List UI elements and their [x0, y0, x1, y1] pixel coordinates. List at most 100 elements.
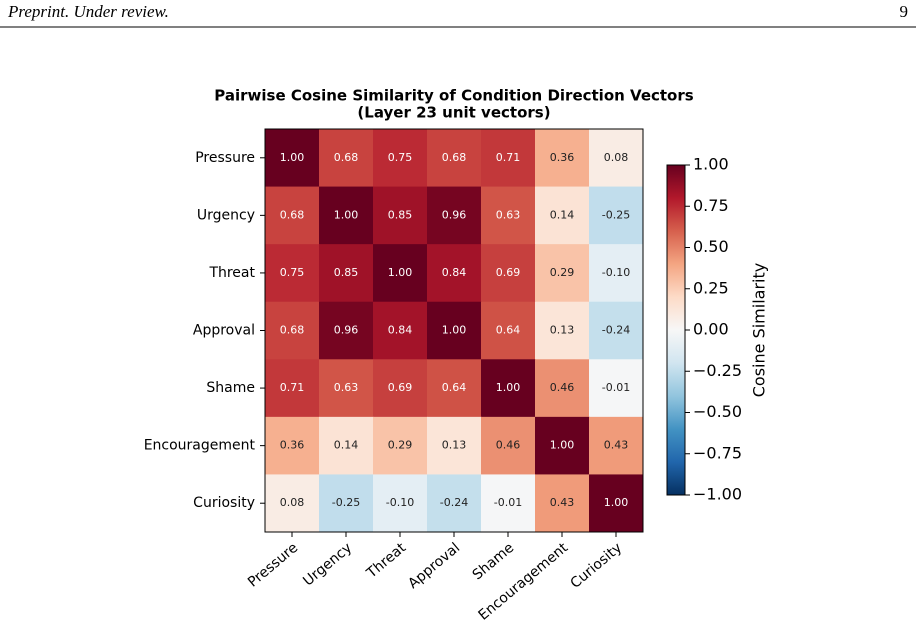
y-tick-label: Pressure [195, 150, 255, 166]
heatmap-cell [319, 186, 374, 245]
x-tick-label: Shame [470, 540, 518, 583]
heatmap-cell [481, 416, 536, 475]
cell-label: 0.36 [550, 151, 575, 164]
colorbar-tick-label: 0.25 [693, 278, 729, 297]
colorbar-tick-label: −1.00 [693, 485, 742, 504]
heatmap-cell [589, 129, 644, 188]
cell-label: 0.64 [442, 381, 467, 394]
cell-label: -0.01 [602, 381, 630, 394]
heatmap-cell [319, 244, 374, 303]
cell-label: 0.71 [280, 381, 305, 394]
heatmap-cell [589, 474, 644, 533]
heatmap-cell [535, 359, 590, 418]
heatmap-cell [265, 359, 320, 418]
cell-label: 0.13 [442, 439, 467, 452]
y-tick-label: Approval [193, 323, 255, 339]
cell-label: 0.08 [604, 151, 629, 164]
plot-frame [264, 128, 644, 533]
heatmap-cell [319, 359, 374, 418]
heatmap-cell [427, 244, 482, 303]
heatmap-cell [589, 301, 644, 360]
heatmap-cell [373, 244, 428, 303]
y-tick-label: Urgency [197, 207, 255, 223]
heatmap-cell [265, 186, 320, 245]
heatmap-cell [481, 359, 536, 418]
cell-label: 0.75 [280, 266, 305, 279]
heatmap-cell [373, 301, 428, 360]
cell-label: 1.00 [388, 266, 413, 279]
cell-label: 1.00 [442, 324, 467, 337]
heatmap-cell [373, 416, 428, 475]
heatmap-cell [535, 186, 590, 245]
heatmap-cell [589, 186, 644, 245]
cell-label: 0.46 [550, 381, 575, 394]
heatmap-cell [427, 301, 482, 360]
x-tick-label: Pressure [245, 540, 301, 591]
y-tick-label: Threat [208, 265, 255, 281]
cell-label: 0.96 [442, 208, 467, 221]
cell-label: 1.00 [334, 208, 359, 221]
x-tick-label: Urgency [300, 540, 355, 590]
heatmap-cell [481, 244, 536, 303]
cell-label: 0.36 [280, 439, 305, 452]
cell-label: 0.08 [280, 496, 305, 509]
heatmap-cell [535, 301, 590, 360]
cell-label: 0.69 [388, 381, 413, 394]
heatmap-cell [589, 244, 644, 303]
cell-label: 0.85 [388, 208, 413, 221]
cell-label: 1.00 [280, 151, 305, 164]
heatmap-cell [481, 301, 536, 360]
cell-label: 0.46 [496, 439, 521, 452]
cell-label: 0.68 [280, 208, 305, 221]
colorbar-label: Cosine Similarity [750, 263, 769, 397]
cell-label: 0.85 [334, 266, 359, 279]
heatmap-cell [319, 129, 374, 188]
heatmap-cell [535, 416, 590, 475]
heatmap-cell [481, 474, 536, 533]
cell-label: 0.43 [604, 439, 629, 452]
heatmap-cell [265, 244, 320, 303]
cell-label: -0.10 [602, 266, 630, 279]
heatmap-cell [265, 301, 320, 360]
heatmap-cell [319, 416, 374, 475]
heatmap-cell [373, 186, 428, 245]
cell-label: -0.24 [440, 496, 468, 509]
colorbar-tick-label: 0.75 [693, 196, 729, 215]
cell-label: -0.25 [602, 208, 630, 221]
cell-label: 0.84 [388, 324, 413, 337]
cell-label: 0.14 [550, 208, 575, 221]
colorbar-tick-label: −0.75 [693, 443, 742, 462]
cell-label: 0.29 [388, 439, 413, 452]
heatmap-cell [481, 129, 536, 188]
cell-label: 0.75 [388, 151, 413, 164]
heatmap-cell [535, 474, 590, 533]
heatmap-cell [427, 186, 482, 245]
heatmap-cell [265, 416, 320, 475]
heatmap-cell [319, 474, 374, 533]
heatmap-cell [265, 474, 320, 533]
heatmap-cell [589, 416, 644, 475]
x-tick-label: Encouragement [476, 540, 572, 624]
cell-label: 0.69 [496, 266, 521, 279]
heatmap-cell [373, 359, 428, 418]
cell-label: 0.84 [442, 266, 467, 279]
cell-label: 0.68 [442, 151, 467, 164]
cell-label: 0.96 [334, 324, 359, 337]
colorbar-tick-label: 0.50 [693, 237, 729, 256]
heatmap-cell [535, 244, 590, 303]
cell-label: -0.25 [332, 496, 360, 509]
heatmap-cell [319, 301, 374, 360]
cell-label: -0.01 [494, 496, 522, 509]
cell-label: 0.68 [280, 324, 305, 337]
heatmap-cell [481, 186, 536, 245]
cell-label: -0.24 [602, 324, 630, 337]
cell-label: -0.10 [386, 496, 414, 509]
chart-subtitle: (Layer 23 unit vectors) [357, 104, 550, 122]
heatmap-cell [427, 359, 482, 418]
x-tick-label: Curiosity [567, 540, 625, 592]
y-tick-label: Shame [206, 380, 255, 396]
colorbar-tick-label: 1.00 [693, 155, 729, 174]
heatmap-cell [265, 129, 320, 188]
cell-label: 1.00 [496, 381, 521, 394]
heatmap-cell [427, 474, 482, 533]
